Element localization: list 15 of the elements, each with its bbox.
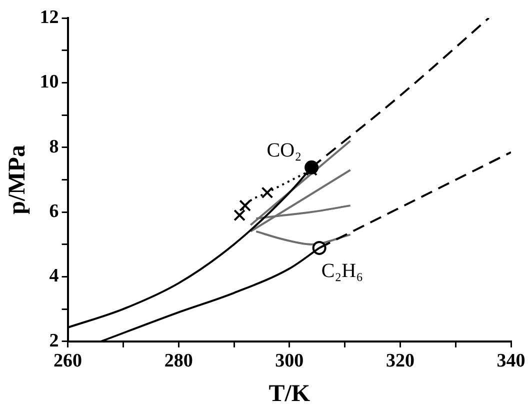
x-tick-label: 320 (386, 350, 414, 372)
y-tick-label: 10 (40, 72, 59, 93)
y-tick-label: 6 (49, 200, 59, 222)
y-tick-label: 2 (49, 330, 59, 352)
y-tick-label: 8 (49, 136, 59, 158)
x-tick-label: 300 (275, 350, 304, 372)
x-tick-label: 280 (164, 350, 193, 372)
x-tick-label: 340 (496, 350, 526, 372)
x-axis-title: T/K (268, 380, 310, 407)
y-tick-label: 12 (40, 6, 59, 28)
annotation: C₂H₆ (321, 260, 364, 282)
annotation: CO₂ (266, 140, 302, 162)
y-tick-label: 4 (49, 266, 60, 287)
x-tick-label: 260 (54, 350, 82, 372)
y-axis-title: p/MPa (4, 145, 31, 214)
